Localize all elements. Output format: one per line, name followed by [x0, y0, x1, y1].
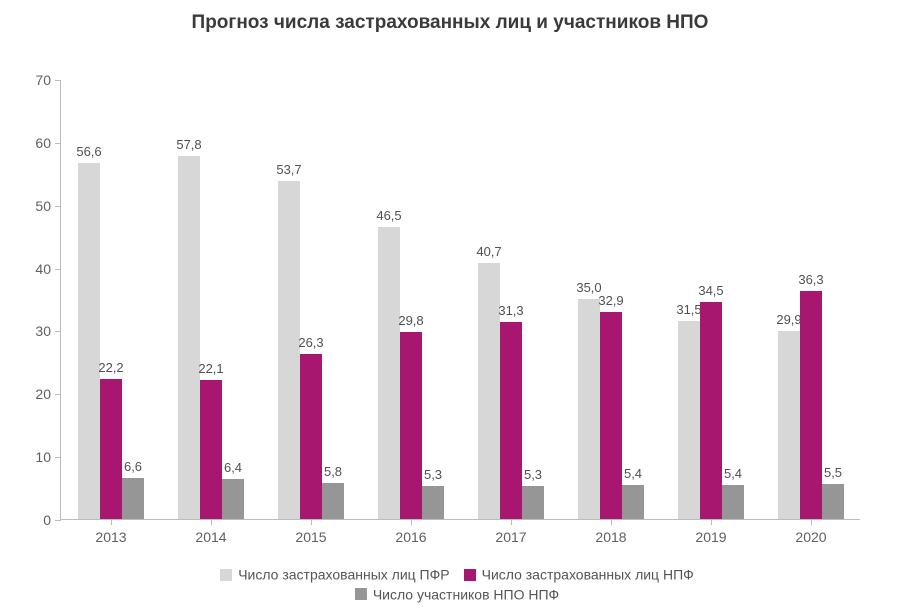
bar — [578, 299, 600, 519]
y-tick — [55, 520, 61, 521]
bar-value-label: 46,5 — [376, 208, 401, 223]
bar-value-label: 53,7 — [276, 162, 301, 177]
legend-label: Число участников НПО НПФ — [373, 586, 559, 602]
bar-value-label: 36,3 — [798, 272, 823, 287]
x-tick — [711, 519, 712, 525]
bar-value-label: 56,6 — [76, 144, 101, 159]
y-tick-label: 0 — [21, 512, 51, 528]
bar — [822, 484, 844, 519]
x-tick — [811, 519, 812, 525]
bar-group: 56,622,26,62013 — [61, 80, 161, 519]
bar — [778, 331, 800, 519]
bar-value-label: 29,9 — [776, 312, 801, 327]
bar-value-label: 5,3 — [524, 467, 542, 482]
legend-label: Число застрахованных лиц НПФ — [482, 567, 694, 583]
bar-group: 53,726,35,82015 — [261, 80, 361, 519]
bar — [678, 321, 700, 519]
y-tick-label: 70 — [21, 72, 51, 88]
bar-group: 40,731,35,32017 — [461, 80, 561, 519]
bar — [800, 291, 822, 519]
legend-swatch — [220, 569, 232, 581]
x-tick — [111, 519, 112, 525]
bar-value-label: 5,5 — [824, 465, 842, 480]
bar — [278, 181, 300, 519]
bar-value-label: 22,1 — [198, 361, 223, 376]
bar — [600, 312, 622, 519]
legend-row: Число застрахованных лиц ПФР Число застра… — [0, 565, 900, 582]
x-tick-label: 2013 — [95, 529, 126, 545]
bar-value-label: 6,6 — [124, 459, 142, 474]
x-tick — [311, 519, 312, 525]
bar — [78, 163, 100, 519]
bar-value-label: 22,2 — [98, 360, 123, 375]
bar-value-label: 6,4 — [224, 460, 242, 475]
bar — [322, 483, 344, 519]
bar-group: 35,032,95,42018 — [561, 80, 661, 519]
y-tick-label: 40 — [21, 261, 51, 277]
bar-value-label: 31,3 — [498, 303, 523, 318]
bar-value-label: 5,4 — [624, 466, 642, 481]
bar-group: 57,822,16,42014 — [161, 80, 261, 519]
bar-value-label: 26,3 — [298, 335, 323, 350]
legend-swatch — [355, 588, 367, 600]
y-tick-label: 30 — [21, 323, 51, 339]
bar-value-label: 31,5 — [676, 302, 701, 317]
bar-value-label: 5,8 — [324, 464, 342, 479]
bar — [100, 379, 122, 519]
x-tick-label: 2020 — [795, 529, 826, 545]
bar-value-label: 5,3 — [424, 467, 442, 482]
x-tick — [611, 519, 612, 525]
bar — [700, 302, 722, 519]
x-tick — [211, 519, 212, 525]
bar — [400, 332, 422, 519]
bar-group: 46,529,85,32016 — [361, 80, 461, 519]
bar-group: 29,936,35,52020 — [761, 80, 861, 519]
x-tick-label: 2015 — [295, 529, 326, 545]
bar — [500, 322, 522, 519]
legend-swatch — [464, 569, 476, 581]
bar — [522, 486, 544, 519]
x-tick-label: 2019 — [695, 529, 726, 545]
chart-legend: Число застрахованных лиц ПФР Число застра… — [0, 563, 900, 604]
bar-group: 31,534,55,42019 — [661, 80, 761, 519]
bar — [422, 486, 444, 519]
bar — [222, 479, 244, 519]
bar — [478, 263, 500, 519]
x-tick — [411, 519, 412, 525]
chart-title: Прогноз числа застрахованных лиц и участ… — [0, 12, 900, 34]
bar-value-label: 32,9 — [598, 293, 623, 308]
bar — [200, 380, 222, 519]
x-tick-label: 2016 — [395, 529, 426, 545]
bar — [178, 156, 200, 519]
bar — [622, 485, 644, 519]
bar — [122, 478, 144, 519]
bar-value-label: 29,8 — [398, 313, 423, 328]
x-tick-label: 2017 — [495, 529, 526, 545]
x-tick — [511, 519, 512, 525]
y-tick-label: 10 — [21, 449, 51, 465]
bar-value-label: 57,8 — [176, 137, 201, 152]
bar-value-label: 5,4 — [724, 466, 742, 481]
x-tick-label: 2018 — [595, 529, 626, 545]
y-tick-label: 60 — [21, 135, 51, 151]
bar — [722, 485, 744, 519]
bar — [300, 354, 322, 519]
y-tick-label: 20 — [21, 386, 51, 402]
bar — [378, 227, 400, 519]
legend-label: Число застрахованных лиц ПФР — [238, 567, 449, 583]
bar-value-label: 34,5 — [698, 283, 723, 298]
x-tick-label: 2014 — [195, 529, 226, 545]
y-tick-label: 50 — [21, 198, 51, 214]
legend-row: Число участников НПО НПФ — [0, 585, 900, 602]
chart-plot-area: 01020304050607056,622,26,6201357,822,16,… — [60, 80, 860, 520]
bar-value-label: 40,7 — [476, 244, 501, 259]
